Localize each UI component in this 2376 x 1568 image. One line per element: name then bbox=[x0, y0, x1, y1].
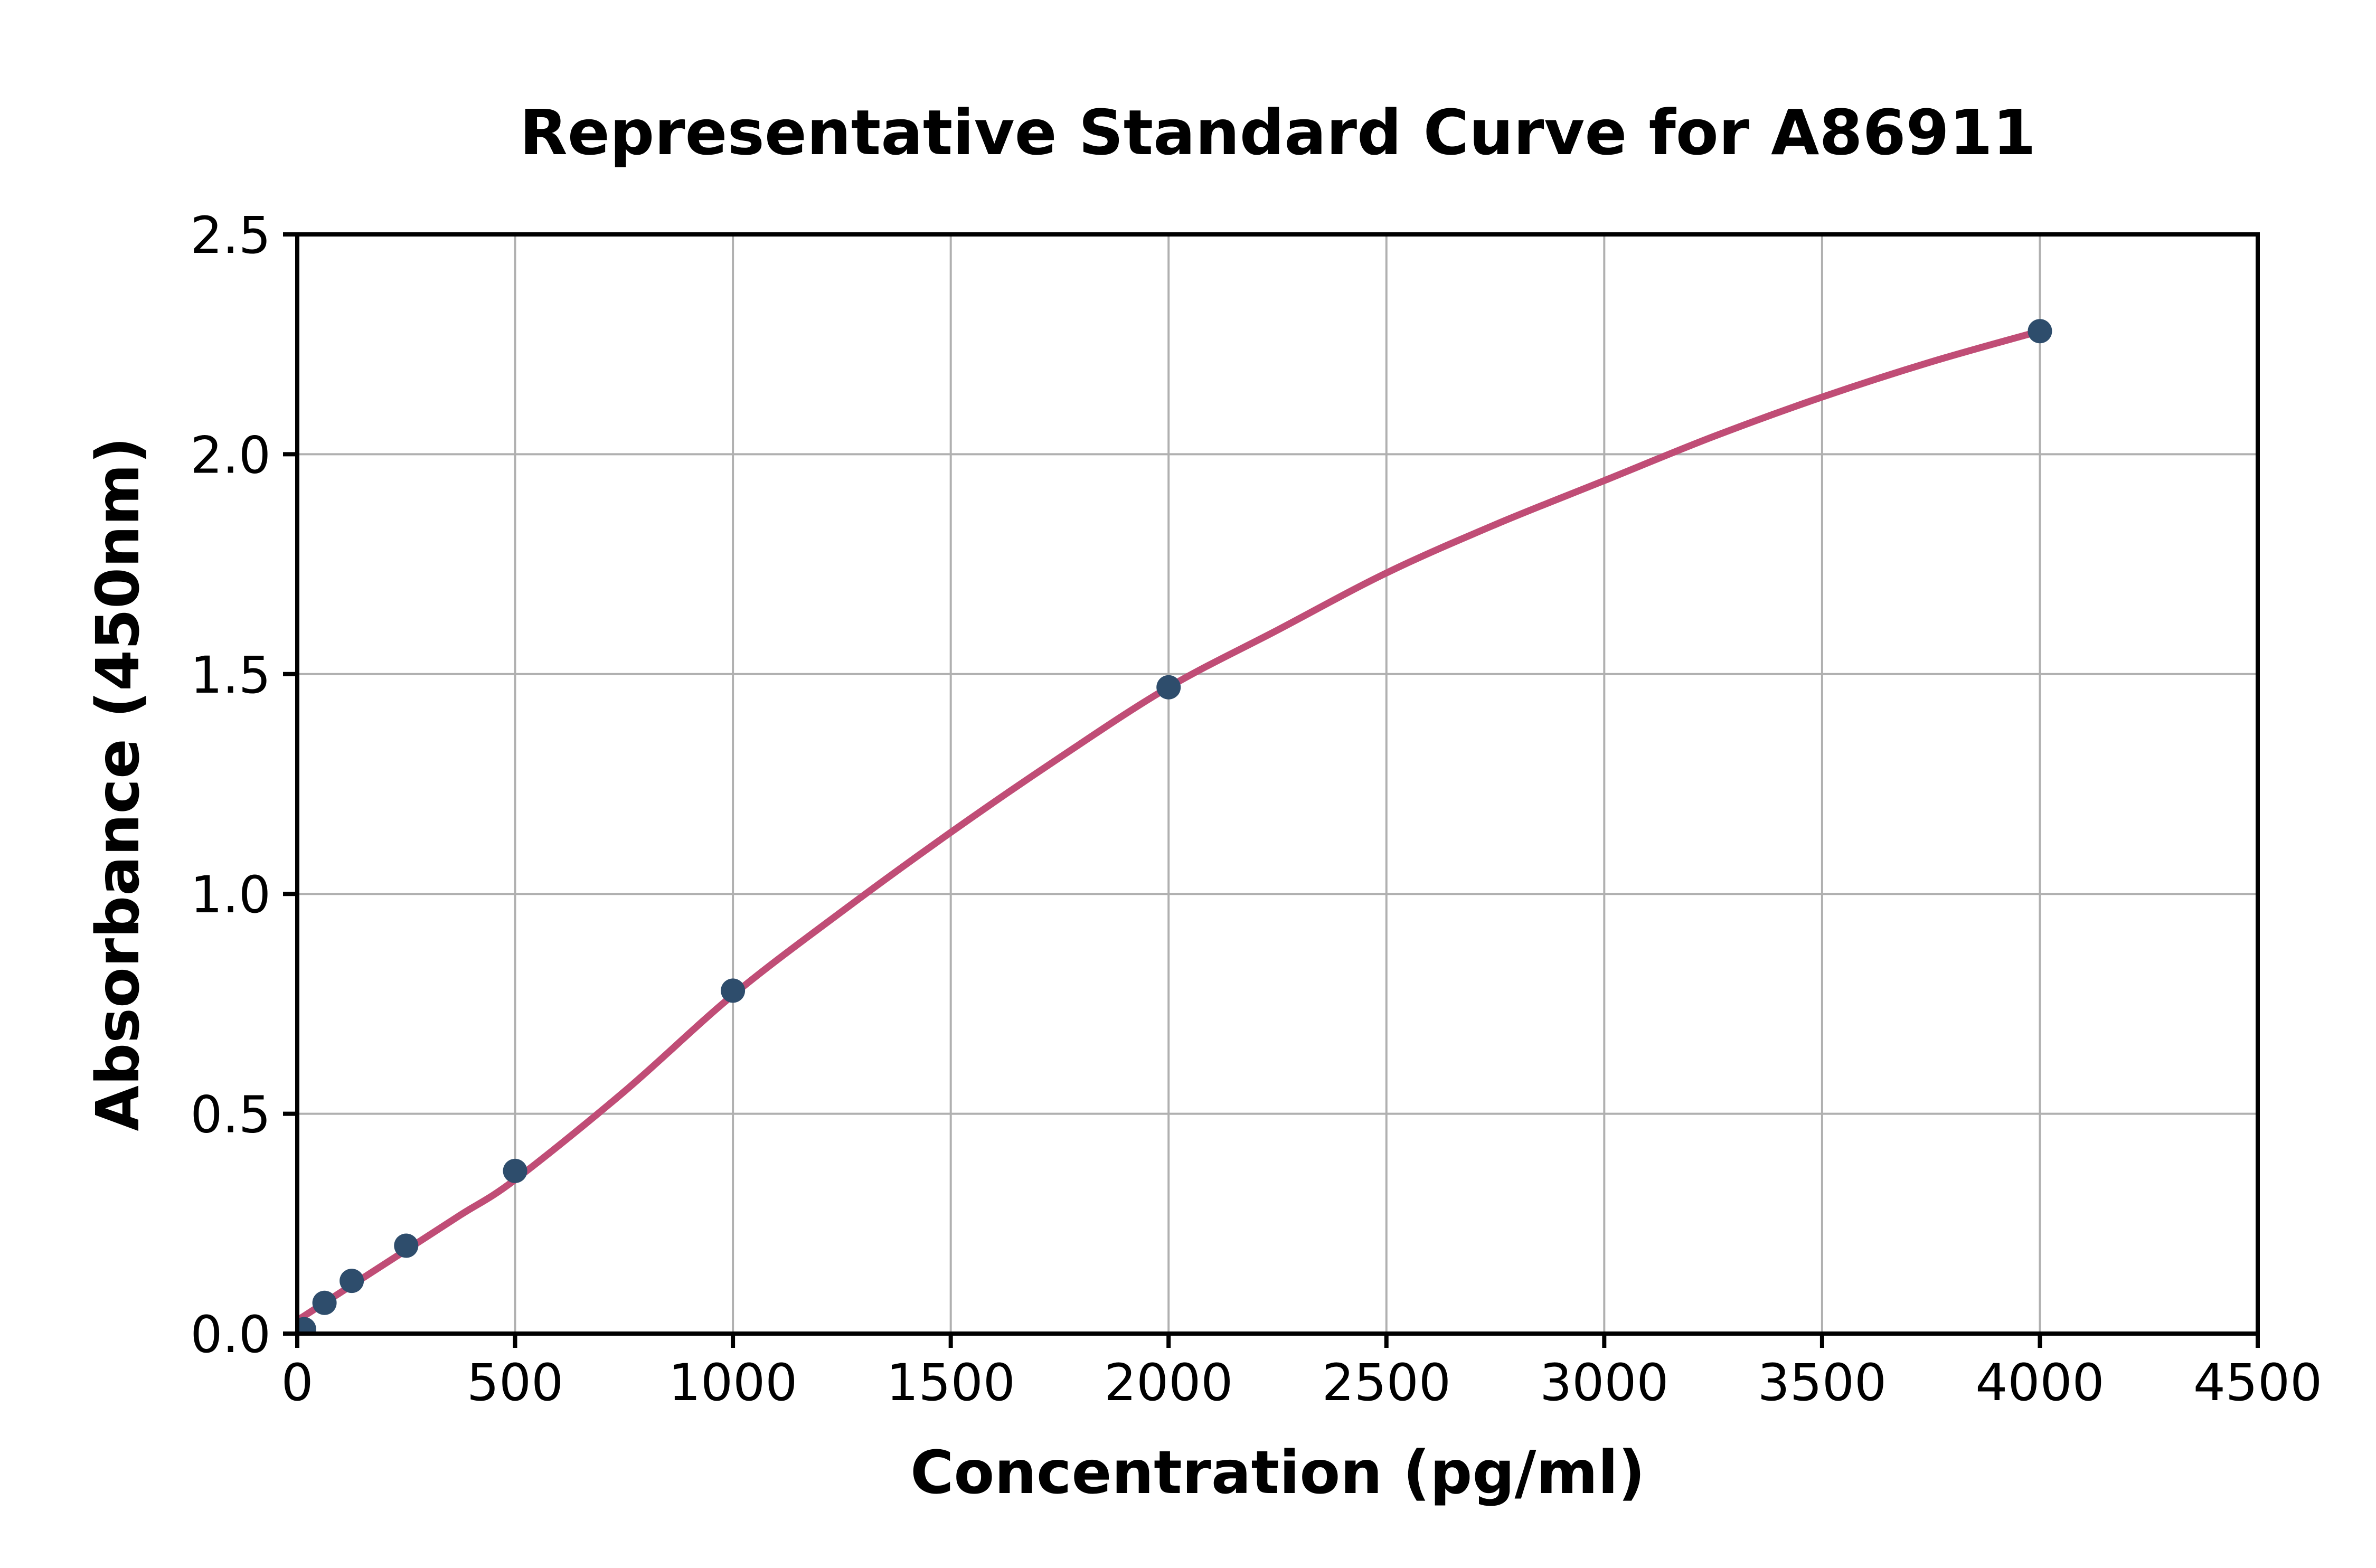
data-point bbox=[721, 978, 746, 1003]
data-point bbox=[312, 1290, 337, 1315]
x-tick-label: 2500 bbox=[1322, 1353, 1451, 1412]
data-point bbox=[394, 1233, 419, 1258]
gridlines bbox=[296, 233, 2259, 1335]
x-tick-label: 2000 bbox=[1104, 1353, 1233, 1412]
axis-tick-labels: 0 500 1000 1500 2000 2500 3000 3500 4000 4500 0.0 0… bbox=[190, 206, 2322, 1412]
data-point bbox=[2028, 319, 2052, 344]
x-axis-label: Concentration (pg/ml) bbox=[910, 1439, 1645, 1507]
plot-series bbox=[297, 319, 2052, 1334]
fit-curve-line bbox=[297, 327, 2043, 1324]
y-tick-label: 1.5 bbox=[190, 646, 271, 705]
x-tick-label: 4000 bbox=[1975, 1353, 2104, 1412]
y-tick-label: 0.5 bbox=[190, 1085, 271, 1145]
x-tick-label: 1500 bbox=[887, 1353, 1015, 1412]
data-point bbox=[297, 1317, 316, 1334]
y-tick-label: 2.5 bbox=[190, 206, 271, 265]
axes-spines bbox=[295, 232, 2260, 1336]
x-tick-label: 3000 bbox=[1540, 1353, 1668, 1412]
y-tick-label: 2.0 bbox=[190, 426, 271, 485]
x-tick-label: 500 bbox=[467, 1353, 563, 1412]
axis-ticks bbox=[283, 232, 2260, 1348]
y-tick-label: 1.0 bbox=[190, 865, 271, 924]
y-tick-label: 0.0 bbox=[190, 1305, 271, 1364]
y-axis-label: Absorbance (450nm) bbox=[84, 437, 153, 1131]
x-tick-label: 4500 bbox=[2193, 1353, 2322, 1412]
x-tick-label: 3500 bbox=[1758, 1353, 1887, 1412]
axes-box bbox=[295, 232, 2260, 1336]
chart-title: Representative Standard Curve for A86911 bbox=[520, 96, 2036, 169]
data-point bbox=[1156, 675, 1181, 700]
x-tick-label: 1000 bbox=[668, 1353, 797, 1412]
x-tick-label: 0 bbox=[281, 1353, 313, 1412]
data-point bbox=[503, 1158, 527, 1183]
data-point bbox=[340, 1269, 364, 1293]
